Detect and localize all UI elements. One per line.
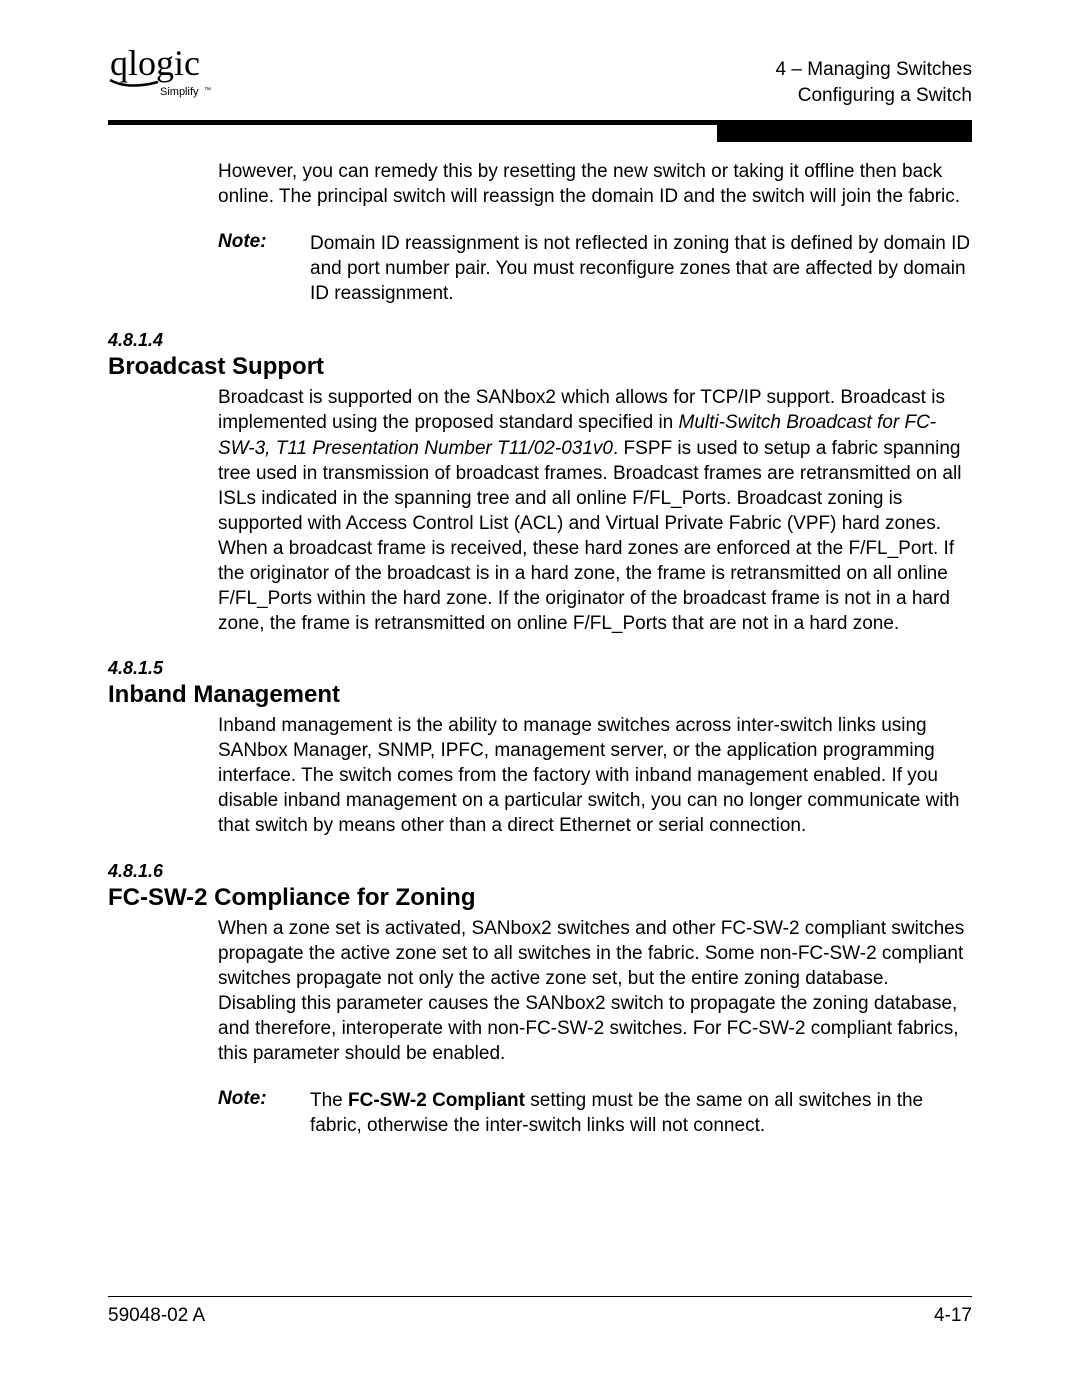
section-heading-fcsw2: FC-SW-2 Compliance for Zoning (108, 884, 972, 912)
page-header: qlogic Simplify ™ 4 – Managing Switches … (108, 40, 972, 120)
footer-row: 59048-02 A 4-17 (108, 1305, 972, 1327)
section-number-broadcast: 4.8.1.4 (108, 330, 972, 351)
qlogic-logo-icon: qlogic Simplify ™ (108, 40, 228, 110)
svg-text:™: ™ (204, 87, 211, 94)
note-domain-id: Note: Domain ID reassignment is not refl… (218, 231, 972, 306)
note-body: The FC-SW-2 Compliant setting must be th… (310, 1088, 972, 1138)
section-heading-broadcast: Broadcast Support (108, 353, 972, 381)
svg-text:qlogic: qlogic (110, 43, 200, 83)
broadcast-body: Broadcast is supported on the SANbox2 wh… (218, 385, 972, 636)
fcsw2-body: When a zone set is activated, SANbox2 sw… (218, 916, 972, 1066)
header-context: 4 – Managing Switches Configuring a Swit… (776, 57, 972, 110)
header-rule-tab (717, 120, 972, 142)
broadcast-body-post: . FSPF is used to setup a fabric spannin… (218, 438, 961, 635)
section-title: Configuring a Switch (776, 83, 972, 110)
inband-body: Inband management is the ability to mana… (218, 713, 972, 838)
page-number: 4-17 (934, 1305, 972, 1327)
note-label: Note: (218, 231, 288, 306)
header-rule (108, 120, 972, 125)
note-fcsw2: Note: The FC-SW-2 Compliant setting must… (218, 1088, 972, 1138)
chapter-title: 4 – Managing Switches (776, 57, 972, 84)
svg-text:Simplify: Simplify (160, 86, 199, 98)
page: qlogic Simplify ™ 4 – Managing Switches … (0, 0, 1080, 1397)
section-heading-inband: Inband Management (108, 681, 972, 709)
footer-rule (108, 1296, 972, 1298)
note-body: Domain ID reassignment is not reflected … (310, 231, 972, 306)
section-number-inband: 4.8.1.5 (108, 658, 972, 679)
note-label: Note: (218, 1088, 288, 1138)
brand-logo: qlogic Simplify ™ (108, 40, 228, 110)
note2-bold: FC-SW-2 Compliant (348, 1090, 525, 1111)
page-content: However, you can remedy this by resettin… (108, 125, 972, 1138)
note2-pre: The (310, 1090, 348, 1111)
page-footer: 59048-02 A 4-17 (108, 1296, 972, 1328)
doc-number: 59048-02 A (108, 1305, 205, 1327)
intro-paragraph: However, you can remedy this by resettin… (218, 159, 972, 209)
section-number-fcsw2: 4.8.1.6 (108, 861, 972, 882)
